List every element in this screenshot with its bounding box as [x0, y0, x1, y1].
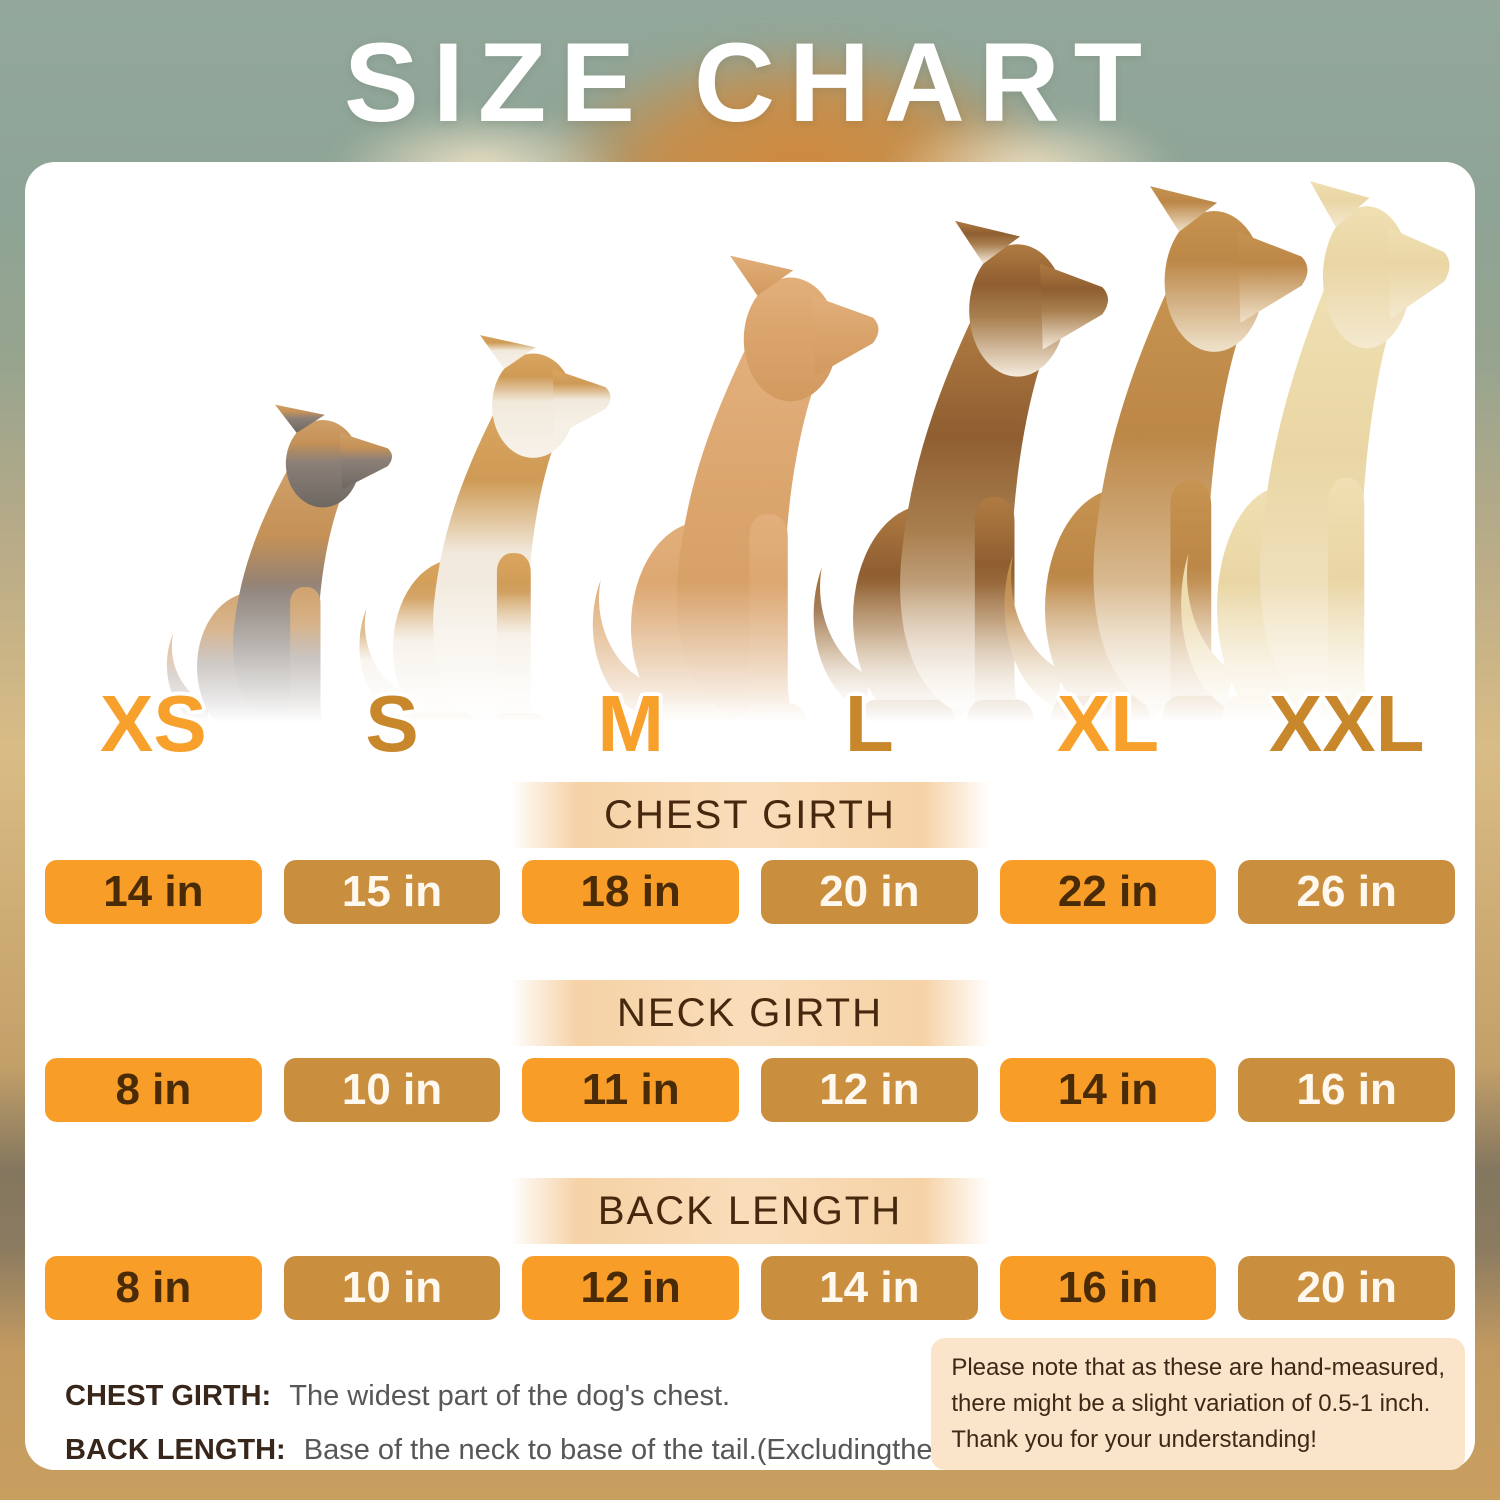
dog-bottom-fade	[25, 582, 1475, 777]
chest-girth-value-l: 20 in	[761, 860, 978, 924]
size-labels-row: XS S M L XL XXL	[45, 674, 1455, 774]
section-header-chest-girth: CHEST GIRTH	[510, 782, 990, 848]
size-label-m: M	[597, 679, 664, 768]
back-length-value-l: 14 in	[761, 1256, 978, 1320]
neck-girth-value-xxl: 16 in	[1238, 1058, 1456, 1122]
footnote-chest-girth-term: CHEST GIRTH:	[65, 1380, 272, 1412]
footnote-back-length: BACK LENGTH: Base of the neck to base of…	[65, 1434, 979, 1467]
back-length-value-xs: 8 in	[45, 1256, 262, 1320]
size-label-xxl: XXL	[1268, 679, 1425, 768]
size-label-xl: XL	[1056, 679, 1160, 768]
chest-girth-value-xs: 14 in	[45, 860, 262, 924]
note-line-1: Please note that as these are hand-measu…	[951, 1354, 1445, 1381]
size-label-l: L	[844, 679, 894, 768]
chest-girth-value-m: 18 in	[522, 860, 740, 924]
back-length-value-xl: 16 in	[999, 1256, 1217, 1320]
page-title: SIZE CHART	[344, 20, 1156, 145]
measurement-footnotes: CHEST GIRTH: The widest part of the dog'…	[65, 1380, 979, 1467]
neck-girth-value-xs: 8 in	[45, 1058, 262, 1122]
note-line-2: there might be a slight variation of 0.5…	[951, 1390, 1431, 1417]
section-header-neck-girth: NECK GIRTH	[510, 980, 990, 1046]
chest-girth-value-s: 15 in	[283, 860, 501, 924]
back-length-row: 8 in 10 in 12 in 14 in 16 in 20 in	[45, 1256, 1456, 1320]
chest-girth-row: 14 in 15 in 18 in 20 in 22 in 26 in	[45, 860, 1456, 924]
back-length-value-s: 10 in	[283, 1256, 501, 1320]
size-label-s: S	[365, 679, 419, 768]
neck-girth-row: 8 in 10 in 11 in 12 in 14 in 16 in	[45, 1058, 1456, 1122]
footnote-chest-girth: CHEST GIRTH: The widest part of the dog'…	[65, 1380, 979, 1413]
back-length-value-m: 12 in	[522, 1256, 740, 1320]
back-length-value-xxl: 20 in	[1238, 1256, 1456, 1320]
section-header-back-length: BACK LENGTH	[510, 1178, 990, 1244]
footnote-chest-girth-definition: The widest part of the dog's chest.	[289, 1380, 731, 1412]
footnote-back-length-definition: Base of the neck to base of the tail.(Ex…	[303, 1434, 980, 1466]
footnote-back-length-term: BACK LENGTH:	[65, 1434, 286, 1466]
chest-girth-value-xl: 22 in	[999, 860, 1217, 924]
neck-girth-value-xl: 14 in	[999, 1058, 1217, 1122]
neck-girth-value-l: 12 in	[761, 1058, 978, 1122]
hand-measured-note: Please note that as these are hand-measu…	[931, 1338, 1465, 1470]
note-line-3: Thank you for your understanding!	[951, 1426, 1317, 1453]
size-label-xs: XS	[99, 679, 207, 768]
neck-girth-value-s: 10 in	[283, 1058, 501, 1122]
chest-girth-value-xxl: 26 in	[1238, 860, 1456, 924]
size-chart-card: XS S M L XL XXL CHEST GIRTH 14 in 15 in …	[25, 162, 1475, 1470]
neck-girth-value-m: 11 in	[522, 1058, 740, 1122]
